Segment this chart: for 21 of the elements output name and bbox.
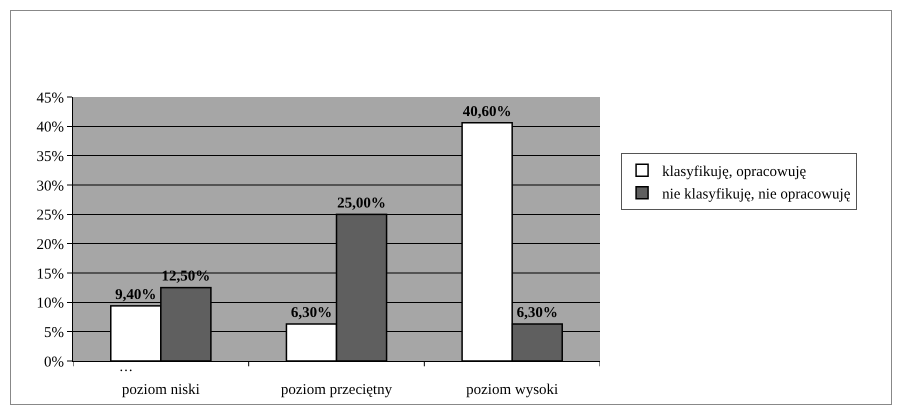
x-tick-label: poziom niski bbox=[122, 382, 200, 398]
y-tick-label: 5% bbox=[44, 324, 64, 341]
y-tick-label: 45% bbox=[36, 90, 64, 106]
annotation: … bbox=[119, 360, 133, 375]
y-tick-label: 20% bbox=[36, 236, 64, 253]
x-tick-label: poziom wysoki bbox=[466, 382, 558, 398]
y-tick-label: 35% bbox=[36, 148, 64, 165]
y-tick-label: 30% bbox=[36, 178, 64, 194]
data-label: 6,30% bbox=[290, 305, 332, 322]
legend-label: klasyfikuję, opracowuję bbox=[662, 164, 807, 180]
y-tick-label: 40% bbox=[36, 120, 64, 136]
data-label: 25,00% bbox=[337, 195, 386, 212]
data-label: 6,30% bbox=[516, 305, 558, 322]
legend-label: nie klasyfikuję, nie opracowuję bbox=[662, 186, 851, 203]
data-label: 9,40% bbox=[115, 286, 156, 303]
y-tick-label: 25% bbox=[36, 208, 64, 224]
data-label: 40,60% bbox=[462, 104, 512, 120]
x-tick-label: poziom przeciętny bbox=[280, 382, 393, 398]
y-tick-label: 10% bbox=[36, 296, 64, 312]
y-tick-label: 15% bbox=[36, 266, 64, 282]
y-tick-label: 0% bbox=[44, 354, 64, 370]
